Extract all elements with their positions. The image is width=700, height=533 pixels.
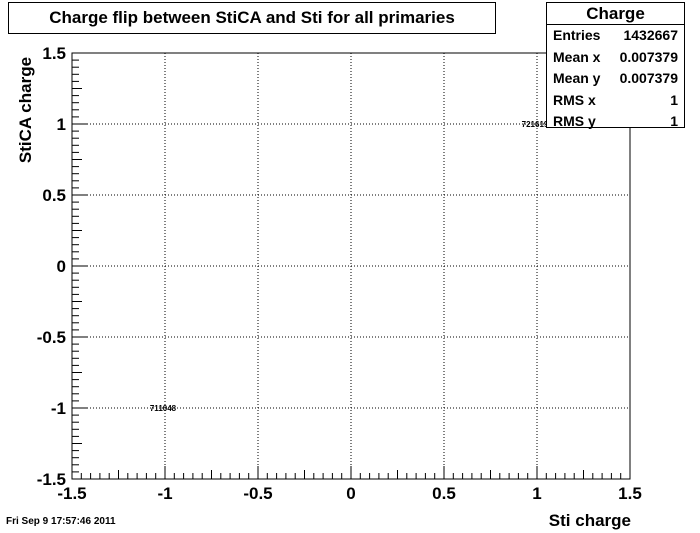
data-points: 711048 721619	[150, 120, 549, 413]
stats-row-mean-y: Mean y 0.007379	[547, 68, 684, 90]
stats-key: Mean y	[553, 70, 601, 86]
y-tick-label: -1.5	[37, 470, 66, 489]
stats-row-rms-y: RMS y 1	[547, 111, 684, 133]
timestamp: Fri Sep 9 17:57:46 2011	[6, 516, 116, 527]
y-tick-label: 1	[57, 115, 66, 134]
x-tick-label: -0.5	[243, 484, 272, 503]
tick-labels: -1.5 -1 -0.5 0 0.5 1 1.5 -1.5 -1 -0.5 0 0.5 1 1.5	[37, 44, 642, 503]
stats-value: 1432667	[623, 27, 678, 43]
x-tick-label: 0	[346, 484, 355, 503]
stats-value: 0.007379	[619, 48, 678, 65]
data-point-label: 711048	[150, 404, 177, 413]
chart-title: Charge flip between StiCA and Sti for al…	[8, 2, 496, 34]
data-point-label: 721619	[522, 120, 549, 129]
y-tick-label: 0	[57, 257, 66, 276]
y-tick-label: -0.5	[37, 328, 66, 347]
y-tick-label: 0.5	[42, 186, 66, 205]
x-axis-title: Sti charge	[548, 511, 631, 530]
axis-ticks	[71, 52, 631, 480]
stats-value: 0.007379	[619, 70, 678, 86]
x-tick-label: -1.5	[57, 484, 86, 503]
y-tick-label: 1.5	[42, 44, 66, 63]
stats-row-entries: Entries 1432667	[547, 25, 684, 47]
stats-row-rms-x: RMS x 1	[547, 90, 684, 112]
stats-key: RMS y	[553, 113, 596, 129]
stats-title: Charge	[547, 3, 684, 25]
stats-key: RMS x	[553, 91, 596, 108]
stats-value: 1	[670, 91, 678, 108]
x-tick-label: 0.5	[432, 484, 456, 503]
x-tick-label: 1	[532, 484, 541, 503]
y-axis-title: StiCA charge	[16, 56, 35, 164]
grid-lines	[72, 53, 630, 479]
stats-value: 1	[670, 113, 678, 129]
stats-row-mean-x: Mean x 0.007379	[547, 47, 684, 69]
x-tick-label: -1	[157, 484, 172, 503]
stats-key: Entries	[553, 27, 601, 43]
stats-key: Mean x	[553, 48, 601, 65]
y-tick-label: -1	[51, 399, 66, 418]
x-tick-label: 1.5	[618, 484, 642, 503]
stats-box: Charge Entries 1432667 Mean x 0.007379 M…	[546, 2, 685, 129]
